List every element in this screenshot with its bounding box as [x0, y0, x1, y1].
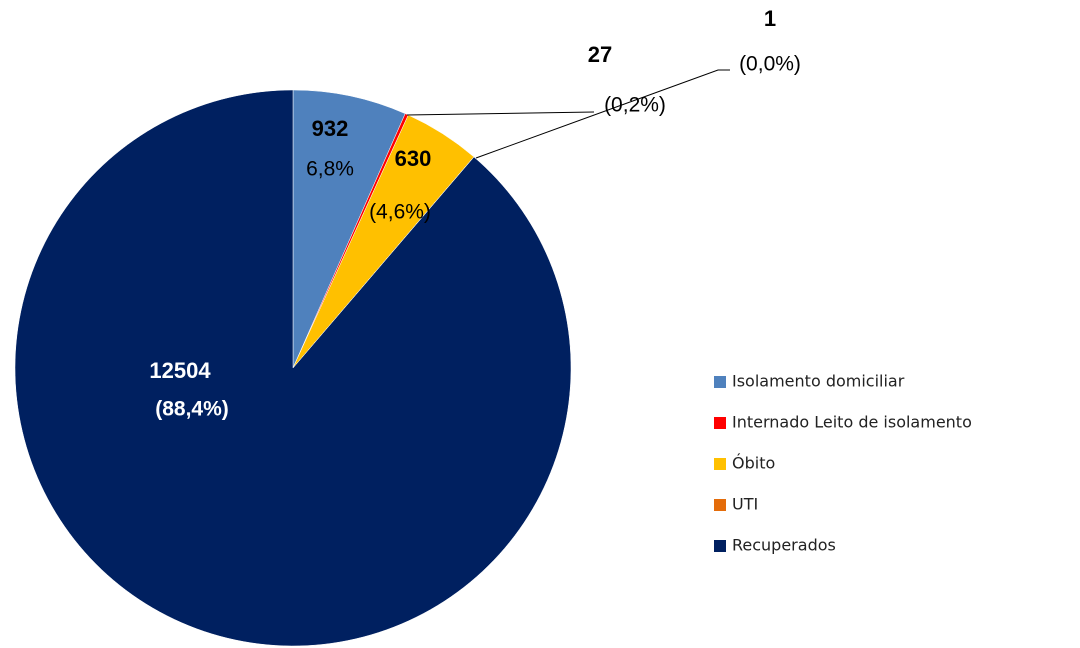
data-label: 932	[312, 116, 349, 141]
legend-swatch	[714, 417, 726, 429]
pie-slice	[14, 89, 572, 647]
legend-label: Isolamento domiciliar	[732, 372, 905, 391]
legend-label: Óbito	[732, 454, 775, 473]
data-label: 630	[395, 146, 432, 171]
legend-swatch	[714, 499, 726, 511]
data-label: 12504	[149, 358, 211, 383]
percent-label: (4,6%)	[369, 201, 431, 224]
data-label: 27	[588, 42, 612, 67]
percent-label: (0,2%)	[604, 94, 666, 117]
data-label: 1	[764, 6, 776, 31]
legend-swatch	[714, 458, 726, 470]
pie-slice	[292, 89, 406, 369]
legend-swatch	[714, 540, 726, 552]
percent-label: (0,0%)	[739, 53, 801, 76]
legend-label: Internado Leito de isolamento	[732, 413, 972, 432]
percent-label: (88,4%)	[155, 398, 229, 421]
leader-line	[475, 69, 730, 159]
legend-swatch	[714, 376, 726, 388]
legend-label: UTI	[732, 495, 758, 514]
legend-label: Recuperados	[732, 536, 836, 555]
percent-label: 6,8%	[306, 158, 354, 181]
leader-line	[406, 111, 595, 116]
